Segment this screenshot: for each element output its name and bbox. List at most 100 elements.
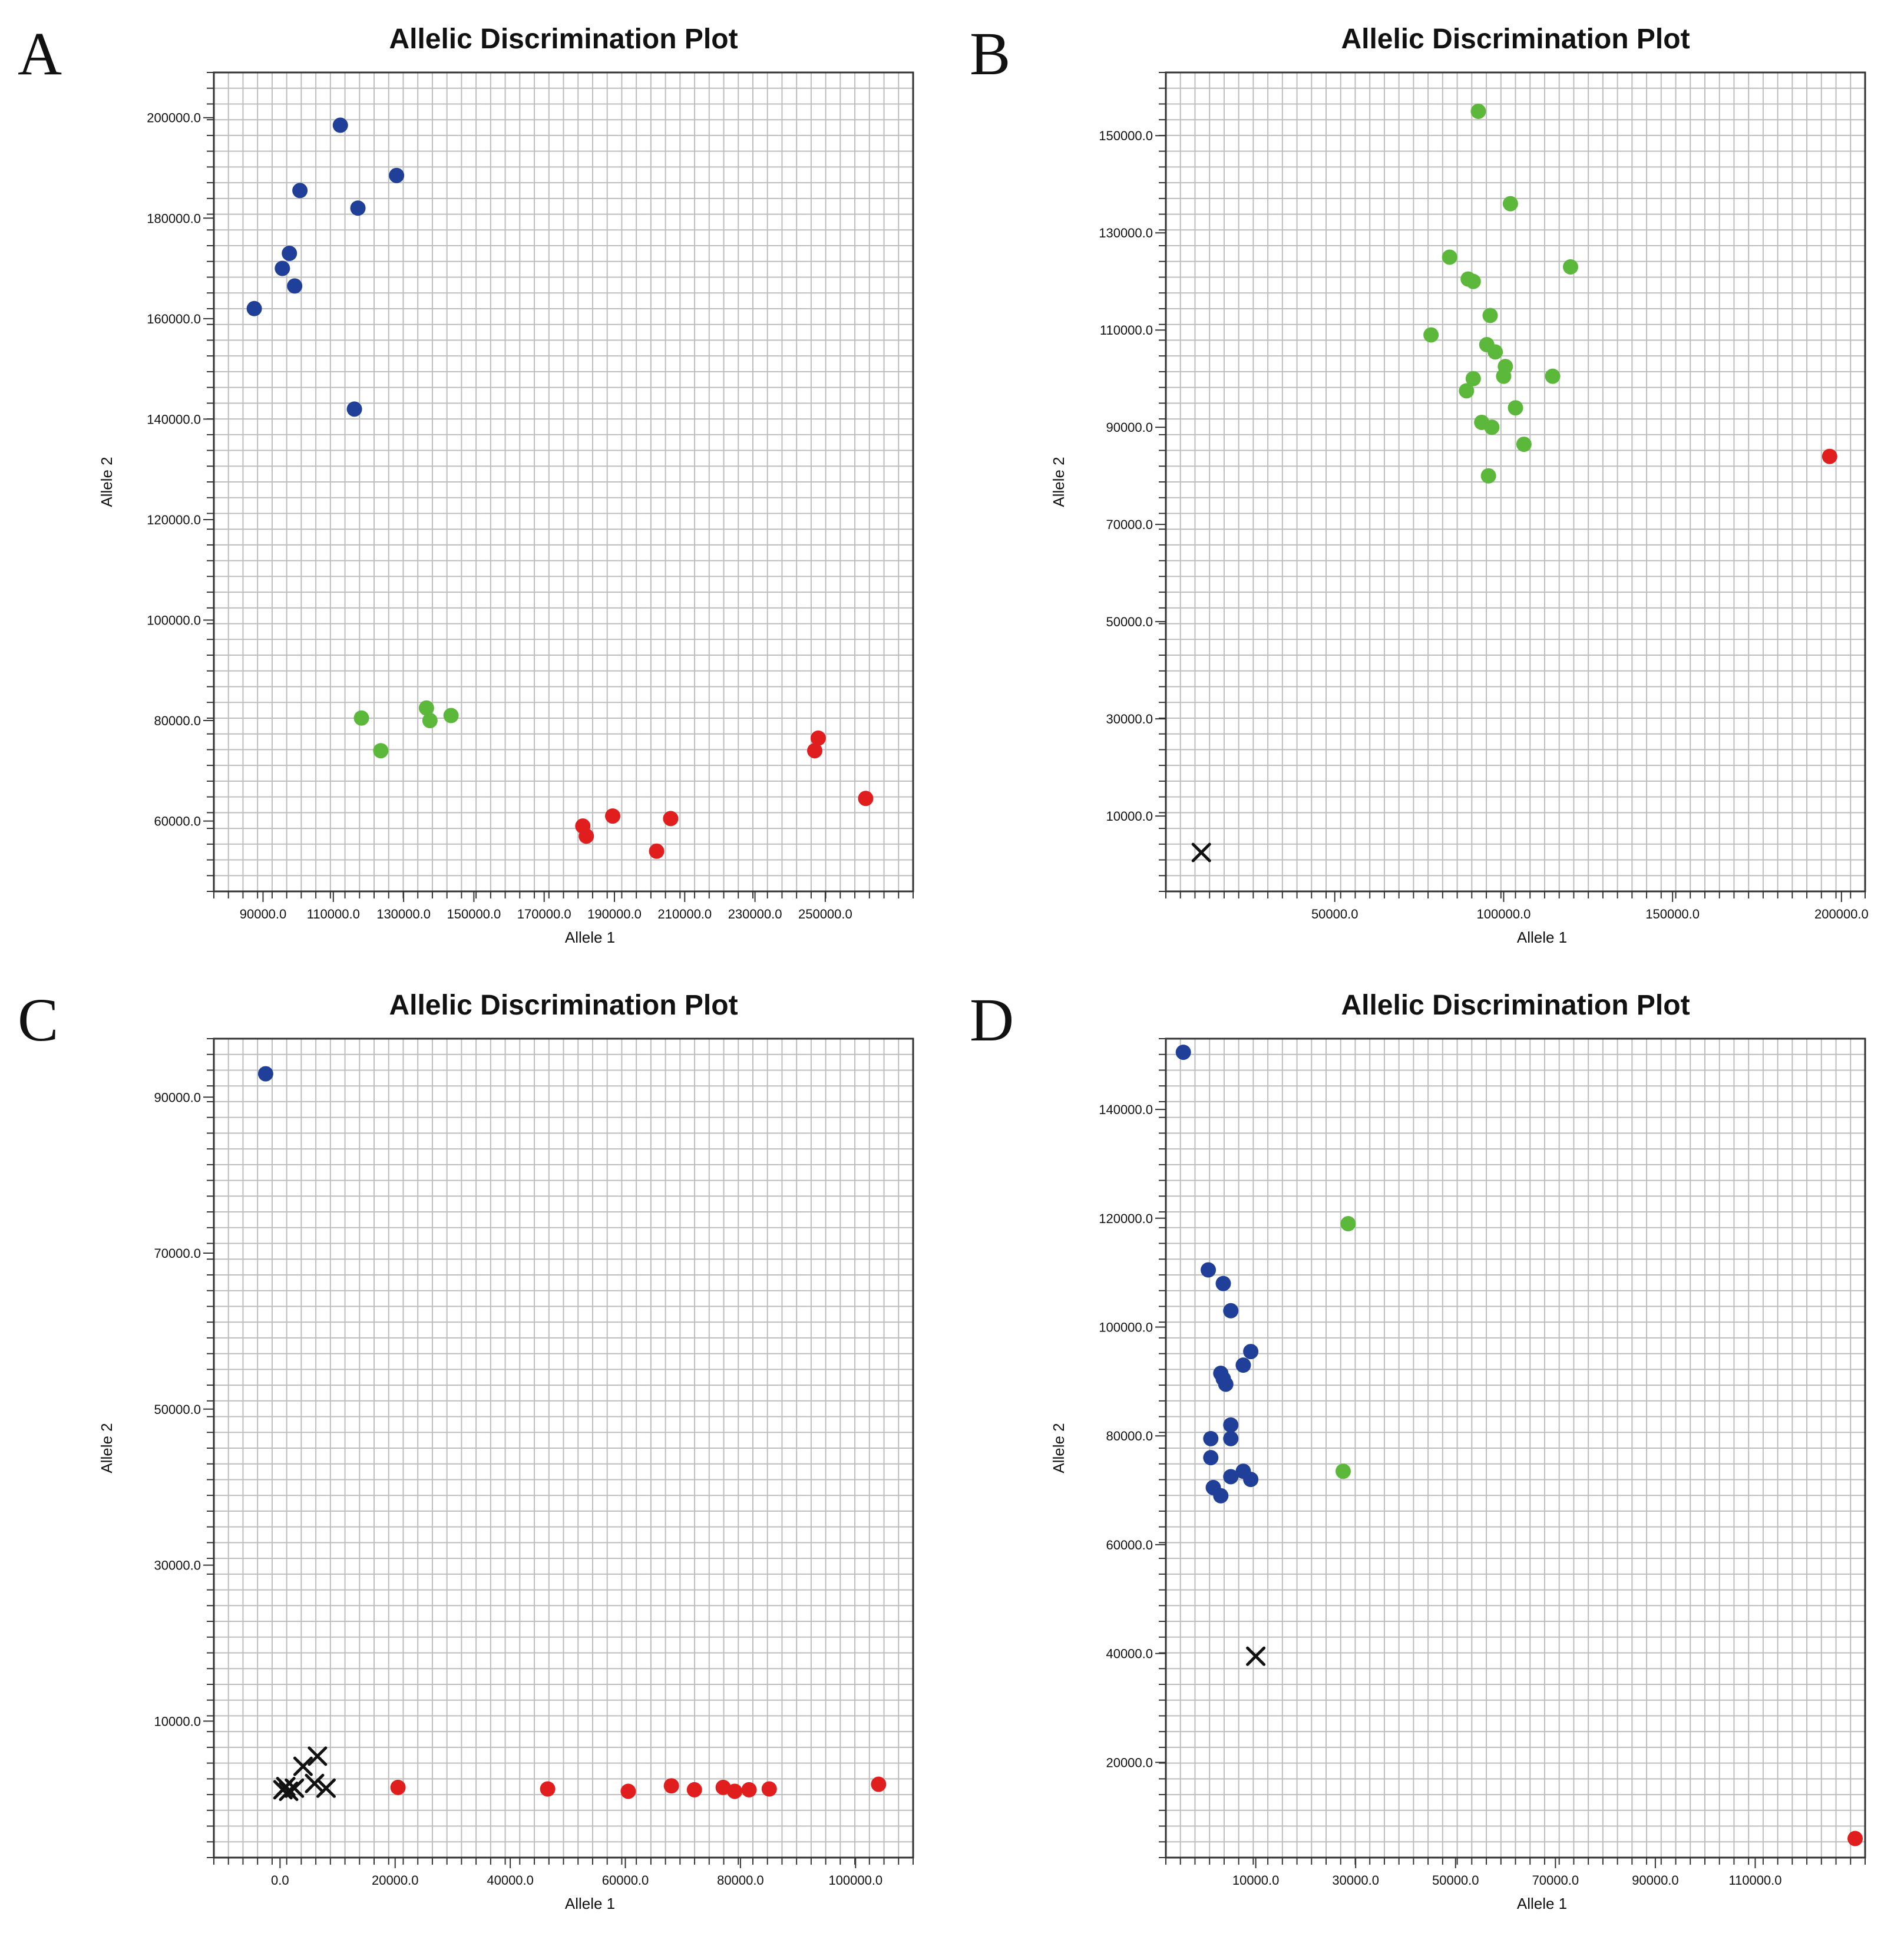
green-data-point	[1508, 400, 1523, 416]
x-tick-label: 0.0	[271, 1873, 289, 1888]
scatter-chart-c: Allelic Discrimination Plot 0.0 20000.0 400…	[98, 990, 914, 1912]
y-tick-label: 30000.0	[1106, 712, 1153, 726]
x-tick-label: 150000.0	[447, 907, 501, 921]
undetermined-x-marker	[305, 1773, 325, 1793]
x-marker-stroke	[305, 1773, 325, 1793]
plot-grid	[214, 1039, 913, 1858]
undetermined-x-marker	[1246, 1646, 1266, 1666]
blue-data-point	[1201, 1262, 1217, 1278]
red-data-point	[1847, 1830, 1863, 1846]
blue-data-point	[292, 183, 308, 199]
x-tick-label: 250000.0	[798, 907, 852, 921]
scatter-chart-b: Allelic Discrimination Plot 50000.0 100000…	[1050, 24, 1869, 946]
y-tick-label: 10000.0	[154, 1714, 201, 1729]
plot-grid	[1166, 1039, 1865, 1858]
x-tick-label: 230000.0	[728, 907, 782, 921]
red-data-point	[741, 1782, 757, 1797]
y-tick-label: 140000.0	[147, 412, 201, 427]
series-red	[1847, 1830, 1863, 1846]
y-tick-label: 60000.0	[1106, 1538, 1153, 1552]
blue-data-point	[1243, 1472, 1259, 1488]
panel-label: B	[970, 20, 1011, 88]
blue-data-point	[1223, 1469, 1239, 1485]
plot-grid	[214, 72, 913, 891]
y-axis-label: Allele 2	[98, 457, 115, 507]
y-tick-label: 200000.0	[147, 111, 201, 125]
y-tick-label: 50000.0	[1106, 614, 1153, 629]
blue-data-point	[1243, 1344, 1259, 1360]
blue-data-point	[1215, 1276, 1231, 1291]
y-tick-label: 10000.0	[1106, 809, 1153, 824]
blue-data-point	[1223, 1430, 1239, 1446]
blue-data-point	[1203, 1450, 1219, 1466]
x-marker-stroke	[293, 1756, 313, 1776]
panel-label: C	[18, 986, 59, 1054]
x-axis-label: Allele 1	[1517, 1895, 1567, 1912]
green-data-point	[373, 743, 389, 759]
undetermined-x-marker	[316, 1778, 336, 1798]
x-tick-label: 70000.0	[1532, 1873, 1579, 1888]
y-tick-label: 40000.0	[1106, 1647, 1153, 1661]
y-tick-label: 70000.0	[1106, 517, 1153, 532]
series-undetermined	[273, 1746, 336, 1801]
y-tick-label: 150000.0	[1099, 128, 1153, 143]
green-data-point	[353, 710, 369, 726]
x-tick-label: 190000.0	[587, 907, 642, 921]
green-data-point	[1335, 1463, 1351, 1479]
x-tick-label: 110000.0	[307, 907, 360, 921]
blue-data-point	[346, 401, 362, 417]
red-data-point	[663, 1778, 679, 1794]
x-tick-label: 110000.0	[1728, 1873, 1781, 1888]
y-tick-label: 90000.0	[154, 1090, 201, 1105]
blue-data-point	[389, 167, 405, 183]
axis-ticks	[207, 1038, 914, 1865]
red-data-point	[727, 1783, 743, 1799]
x-tick-label: 170000.0	[517, 907, 571, 921]
blue-data-point	[1223, 1303, 1239, 1319]
green-data-point	[1459, 383, 1475, 399]
blue-data-point	[350, 200, 366, 216]
green-data-point	[1442, 249, 1457, 265]
red-data-point	[806, 743, 822, 759]
blue-data-point	[287, 278, 303, 294]
x-tick-label: 200000.0	[1814, 907, 1869, 921]
green-data-point	[1484, 419, 1500, 435]
y-tick-label: 80000.0	[154, 713, 201, 728]
axis-ticks	[1159, 1038, 1866, 1865]
series-blue	[257, 1066, 273, 1082]
red-data-point	[390, 1779, 406, 1795]
red-data-point	[858, 791, 874, 807]
y-axis-label: Allele 2	[1050, 1423, 1067, 1473]
x-axis-label: Allele 1	[1517, 928, 1567, 946]
panel-label: A	[18, 20, 62, 88]
x-tick-label: 80000.0	[717, 1873, 764, 1888]
x-marker-stroke	[316, 1778, 336, 1798]
green-data-point	[1482, 308, 1498, 323]
y-tick-label: 100000.0	[147, 613, 201, 628]
x-tick-label: 90000.0	[1632, 1873, 1679, 1888]
blue-data-point	[257, 1066, 273, 1082]
x-tick-label: 50000.0	[1311, 907, 1358, 921]
x-tick-label: 90000.0	[240, 907, 287, 921]
red-data-point	[579, 828, 594, 844]
red-data-point	[663, 811, 679, 827]
blue-data-point	[1203, 1430, 1219, 1446]
y-tick-label: 160000.0	[147, 312, 201, 326]
x-marker-stroke	[1246, 1646, 1266, 1666]
panel-a: A Allelic Discrimination Plot 90000.0 1100…	[0, 0, 952, 966]
red-data-point	[810, 730, 826, 746]
x-marker-stroke	[279, 1781, 299, 1801]
series-green	[1335, 1216, 1356, 1479]
blue-data-point	[1213, 1488, 1229, 1504]
blue-data-point	[1218, 1376, 1234, 1392]
axis-ticks	[207, 72, 914, 898]
blue-data-point	[1235, 1357, 1251, 1373]
scatter-chart-d: Allelic Discrimination Plot 10000.0 30000.…	[1050, 990, 1866, 1912]
green-data-point	[1423, 327, 1439, 343]
chart-title: Allelic Discrimination Plot	[1341, 990, 1690, 1021]
blue-data-point	[282, 245, 298, 261]
x-tick-label: 130000.0	[376, 907, 431, 921]
series-red	[575, 730, 874, 859]
x-marker-stroke	[308, 1746, 328, 1766]
panel-b: B Allelic Discrimination Plot 50000.0 1000…	[952, 0, 1904, 966]
